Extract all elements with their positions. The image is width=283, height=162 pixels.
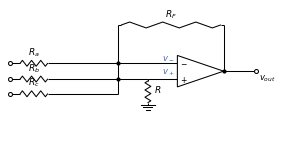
Text: $+$: $+$ [181, 75, 188, 85]
Text: $R$: $R$ [154, 84, 161, 95]
Text: $R_c$: $R_c$ [28, 77, 40, 89]
Text: $R_b$: $R_b$ [28, 62, 40, 75]
Text: $v_{out}$: $v_{out}$ [259, 73, 276, 84]
Text: $v_-$: $v_-$ [162, 54, 174, 62]
Text: $R_F$: $R_F$ [165, 8, 177, 21]
Text: $R_a$: $R_a$ [28, 46, 40, 59]
Text: $-$: $-$ [181, 59, 188, 67]
Text: $v_+$: $v_+$ [162, 68, 174, 78]
